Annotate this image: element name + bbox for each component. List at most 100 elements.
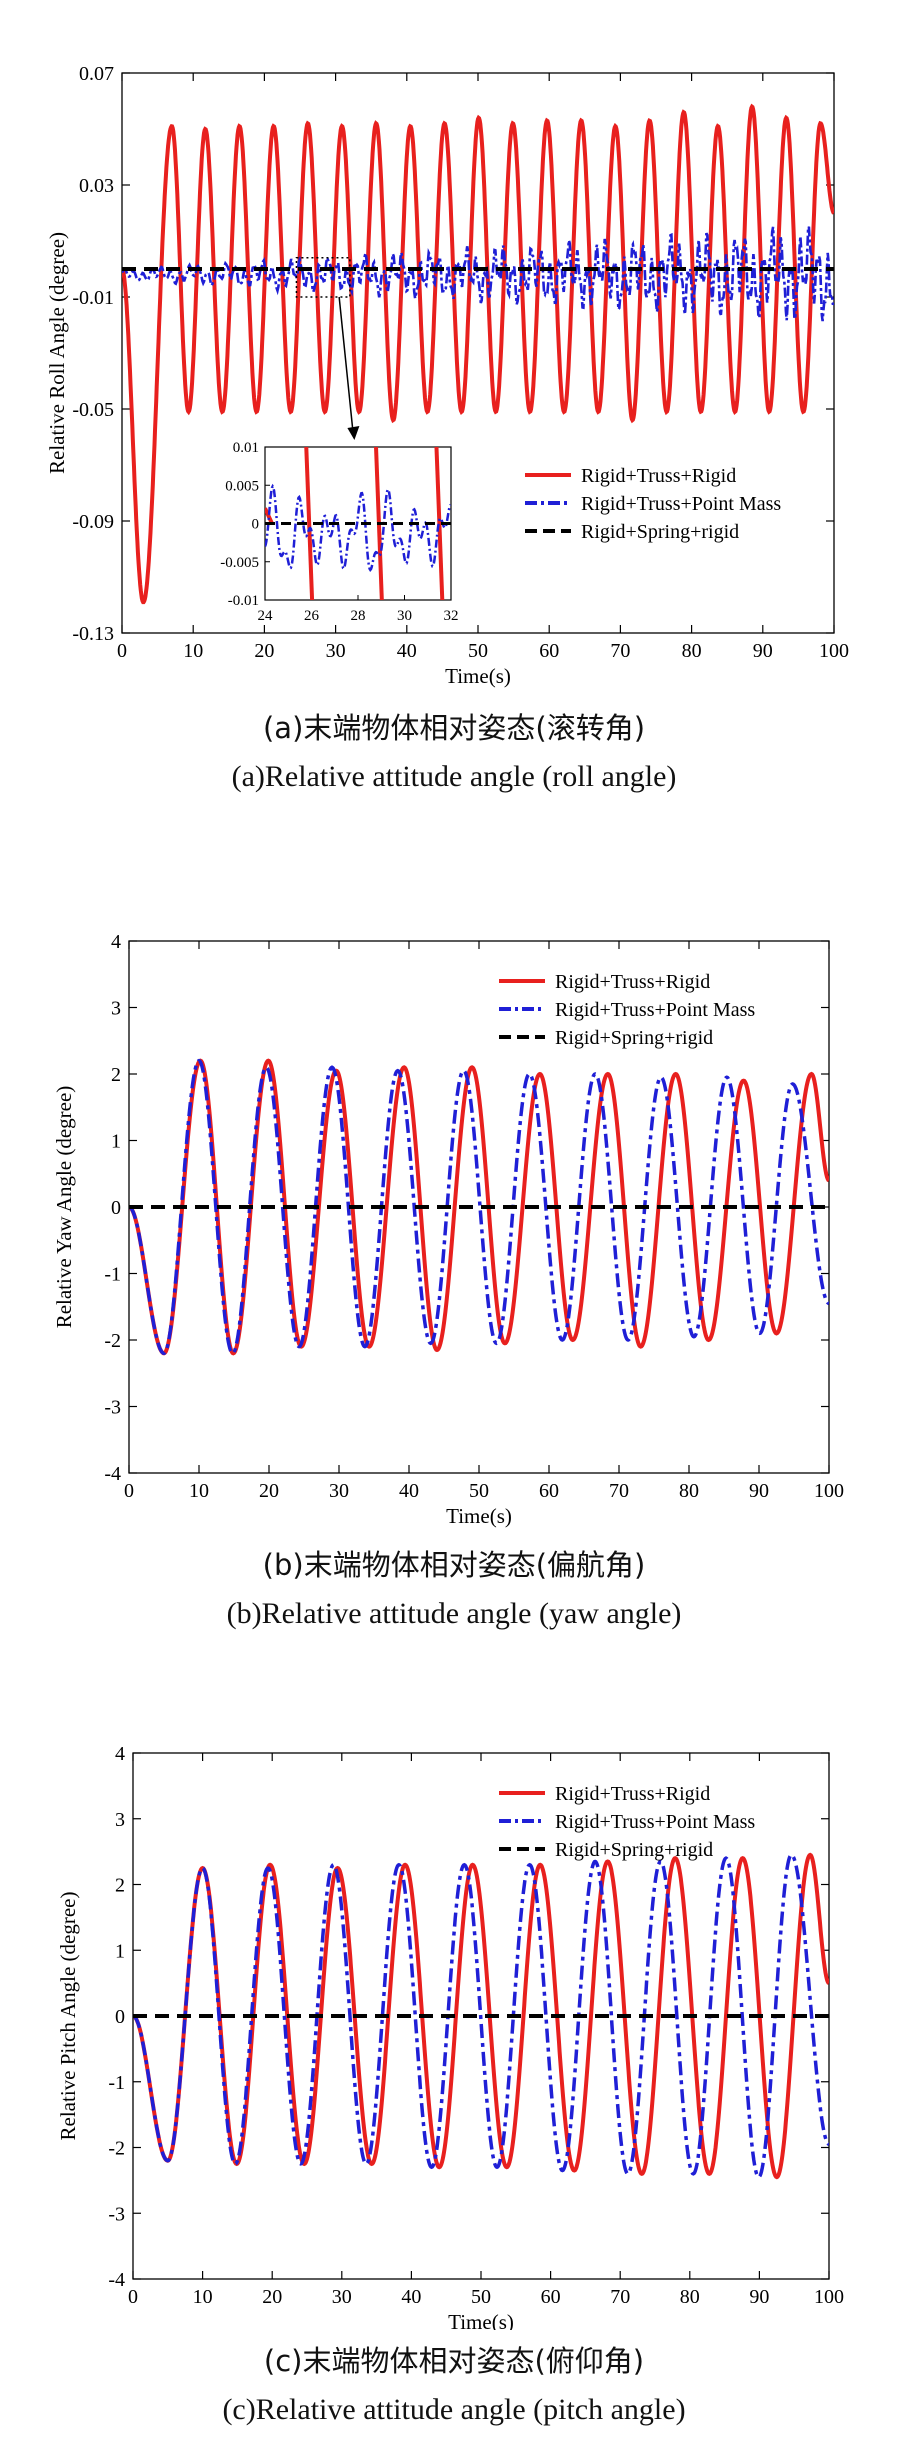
roll-inset-red-segment — [434, 447, 445, 600]
yaw-ytick-label: 1 — [111, 1131, 121, 1153]
pitch-angle-chart: 0 10 20 30 40 50 60 70 80 90 100 -4 -3 -2 -1 0 1 2 3 4 Time(… — [56, 1743, 844, 2334]
yaw-xtick-label: 20 — [259, 1480, 279, 1502]
yaw-xtick-label: 0 — [124, 1480, 134, 1502]
pitch-series-rigid-truss-rigid — [133, 1852, 829, 2180]
roll-xtick-label: 0 — [117, 640, 127, 662]
roll-inset-xtick-label: 24 — [258, 608, 274, 624]
roll-inset-xtick-label: 26 — [304, 608, 320, 624]
pitch-series-group — [133, 1852, 829, 2180]
pitch-xtick-label: 60 — [541, 2286, 561, 2308]
yaw-series-group — [129, 1058, 829, 1356]
yaw-xtick-label: 50 — [469, 1480, 489, 1502]
roll-inset-blue — [265, 483, 451, 572]
pitch-xtick-label: 50 — [471, 2286, 491, 2308]
pitch-legend-label: Rigid+Truss+Rigid — [555, 1783, 710, 1805]
roll-inset-ytick-label: 0.01 — [233, 440, 259, 456]
roll-zoom-arrowhead — [347, 426, 360, 440]
roll-inset-xtick-label: 32 — [444, 608, 459, 624]
pitch-ytick-label: 2 — [115, 1875, 125, 1897]
pitch-ytick-label: 4 — [115, 1743, 125, 1765]
yaw-ytick-label: 0 — [111, 1197, 121, 1219]
pitch-ytick-label: -3 — [108, 2203, 125, 2225]
roll-inset-red-segment — [265, 507, 274, 525]
roll-xtick-label: 30 — [326, 640, 346, 662]
roll-ytick-label: -0.09 — [72, 511, 114, 533]
yaw-xtick-label: 70 — [609, 1480, 629, 1502]
roll-ytick-label: 0.03 — [79, 175, 114, 197]
yaw-xtick-label: 30 — [329, 1480, 349, 1502]
roll-xtick-label: 100 — [819, 640, 849, 662]
pitch-xtick-label: 70 — [610, 2286, 630, 2308]
pitch-xtick-label: 100 — [814, 2286, 844, 2308]
roll-ytick-label: -0.05 — [72, 399, 114, 421]
pitch-ytick-label: -1 — [108, 2072, 125, 2094]
pitch-xtick-label: 0 — [128, 2286, 138, 2308]
roll-xtick-label: 20 — [254, 640, 274, 662]
yaw-angle-panel: 0 10 20 30 40 50 60 70 80 90 100 -4 -3 -2 -1 0 1 2 3 4 Time(… — [0, 870, 908, 1660]
roll-xtick-label: 60 — [539, 640, 559, 662]
roll-ylabel: Relative Roll Angle (degree) — [45, 232, 69, 474]
roll-xlabel: Time(s) — [445, 664, 511, 688]
caption-c-en: (c)Relative attitude angle (pitch angle) — [222, 2393, 686, 2426]
yaw-series-rigid-truss-rigid — [129, 1058, 829, 1356]
yaw-xtick-label: 100 — [814, 1480, 844, 1502]
yaw-xlabel: Time(s) — [446, 1504, 512, 1528]
roll-zoom-arrow — [338, 296, 355, 437]
yaw-xtick-label: 80 — [679, 1480, 699, 1502]
roll-inset-ytick-label: -0.01 — [228, 593, 259, 609]
pitch-xtick-label: 40 — [401, 2286, 421, 2308]
roll-xtick-label: 10 — [183, 640, 203, 662]
yaw-series-rigid-truss-point-mass — [129, 1058, 829, 1356]
yaw-legend-label: Rigid+Spring+rigid — [555, 1027, 713, 1049]
caption-a-zh: (a)末端物体相对姿态(滚转角) — [262, 711, 646, 745]
yaw-xtick-label: 40 — [399, 1480, 419, 1502]
pitch-angle-panel: 0 10 20 30 40 50 60 70 80 90 100 -4 -3 -2 -1 0 1 2 3 4 Time(… — [0, 1690, 908, 2450]
roll-inset-ytick-label: -0.005 — [220, 555, 259, 571]
yaw-ytick-label: -1 — [104, 1264, 121, 1286]
caption-c-zh: (c)末端物体相对姿态(俯仰角) — [263, 2344, 645, 2378]
yaw-ytick-label: 4 — [111, 931, 121, 953]
roll-legend-label: Rigid+Spring+rigid — [581, 521, 739, 543]
yaw-xtick-label: 90 — [749, 1480, 769, 1502]
pitch-ytick-label: -4 — [108, 2269, 125, 2291]
roll-xtick-label: 50 — [468, 640, 488, 662]
roll-ytick-label: -0.13 — [72, 623, 114, 645]
yaw-ytick-label: 3 — [111, 998, 121, 1020]
roll-series-rigid-truss-point-mass — [122, 226, 834, 322]
roll-xtick-label: 70 — [610, 640, 630, 662]
roll-series-rigid-truss-rigid — [122, 103, 834, 605]
roll-angle-panel: 0 10 20 30 40 50 60 70 80 90 100 -0.13 -0.09 -0.05 -0.… — [0, 0, 908, 820]
pitch-xtick-label: 80 — [680, 2286, 700, 2308]
roll-xtick-label: 90 — [753, 640, 773, 662]
yaw-ytick-label: -3 — [104, 1397, 121, 1419]
yaw-ytick-label: 2 — [111, 1064, 121, 1086]
roll-xtick-label: 80 — [682, 640, 702, 662]
yaw-xtick-label: 10 — [189, 1480, 209, 1502]
roll-inset-ytick-label: 0 — [252, 517, 260, 533]
pitch-xlabel: Time(s) — [448, 2310, 514, 2330]
roll-inset-series-group — [265, 447, 451, 600]
roll-inset-red-segment — [304, 447, 315, 600]
roll-angle-chart: 0 10 20 30 40 50 60 70 80 90 100 -0.13 -0.09 -0.05 -0.… — [45, 63, 849, 688]
roll-legend-label: Rigid+Truss+Rigid — [581, 465, 736, 487]
pitch-ylabel: Relative Pitch Angle (degree) — [56, 1891, 80, 2140]
pitch-legend-label: Rigid+Spring+rigid — [555, 1839, 713, 1861]
pitch-xtick-label: 10 — [193, 2286, 213, 2308]
roll-zoom-box — [295, 257, 351, 298]
pitch-ytick-label: 3 — [115, 1809, 125, 1831]
yaw-ylabel: Relative Yaw Angle (degree) — [52, 1086, 76, 1329]
pitch-ytick-label: 1 — [115, 1940, 125, 1962]
yaw-xtick-label: 60 — [539, 1480, 559, 1502]
yaw-ytick-label: -2 — [104, 1330, 121, 1352]
pitch-xtick-label: 20 — [262, 2286, 282, 2308]
pitch-ytick-label: 0 — [115, 2006, 125, 2028]
roll-series-group — [122, 103, 834, 605]
caption-a-en: (a)Relative attitude angle (roll angle) — [231, 760, 677, 793]
roll-ytick-label: 0.07 — [79, 63, 114, 85]
pitch-legend-label: Rigid+Truss+Point Mass — [555, 1811, 755, 1833]
roll-xtick-label: 40 — [397, 640, 417, 662]
yaw-legend-label: Rigid+Truss+Rigid — [555, 971, 710, 993]
roll-legend-label: Rigid+Truss+Point Mass — [581, 493, 781, 515]
yaw-angle-chart: 0 10 20 30 40 50 60 70 80 90 100 -4 -3 -2 -1 0 1 2 3 4 Time(… — [52, 931, 844, 1528]
roll-ytick-label: -0.01 — [72, 287, 114, 309]
